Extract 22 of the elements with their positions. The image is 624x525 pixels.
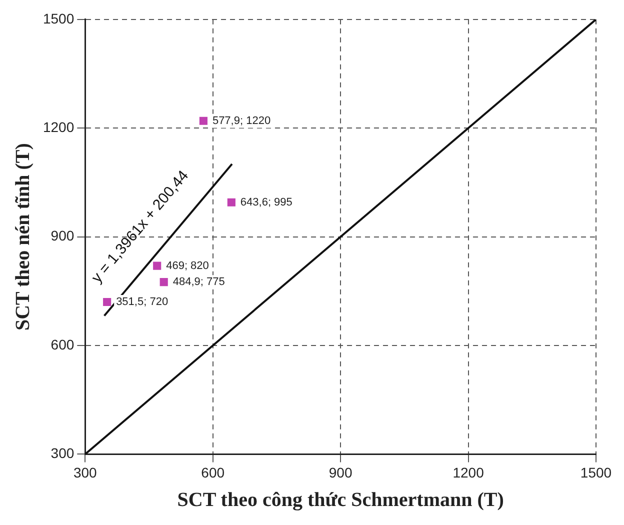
data-label: 484,9; 775 <box>172 276 225 288</box>
data-label: 643,6; 995 <box>240 196 292 208</box>
x-tick-label: 1500 <box>580 464 612 480</box>
point <box>160 278 168 286</box>
y-tick-label: 600 <box>50 336 74 352</box>
y-tick-label: 300 <box>50 445 74 462</box>
y-tick-label: 1200 <box>42 118 74 135</box>
data-label: 577,9; 1220 <box>212 114 271 127</box>
point <box>227 198 236 206</box>
point <box>103 298 112 306</box>
x-tick-label: 1200 <box>452 464 484 480</box>
x-tick-label: 900 <box>328 464 352 480</box>
y-axis-title: SCT theo nén tĩnh (T) <box>12 143 34 331</box>
x-tick-label: 600 <box>201 464 225 480</box>
x-axis-title: SCT theo công thức Schmertmann (T) <box>177 489 504 512</box>
point <box>153 262 162 270</box>
data-label: 469; 820 <box>166 260 209 272</box>
y-tick-label: 1500 <box>42 10 74 26</box>
data-label: 351,5; 720 <box>116 296 168 308</box>
x-tick-label: 300 <box>73 464 98 480</box>
point <box>199 116 208 125</box>
y-tick-label: 900 <box>50 228 74 244</box>
